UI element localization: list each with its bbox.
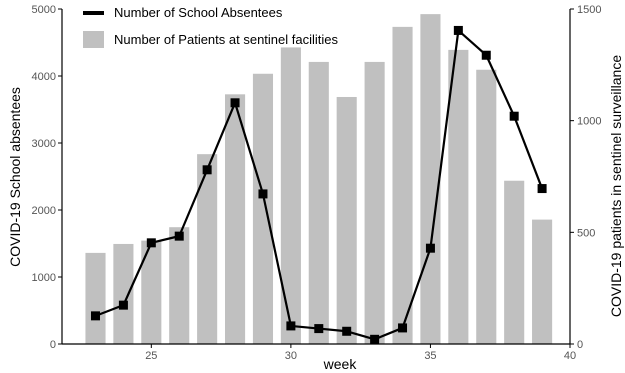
bar-week-32 xyxy=(336,96,357,345)
x-axis-title: week xyxy=(323,356,358,372)
y-left-tick-label: 3000 xyxy=(32,138,56,150)
absentees-point-week-31 xyxy=(314,324,324,334)
bar-week-38 xyxy=(504,180,525,344)
y-right-tick-label: 0 xyxy=(577,339,583,351)
axes xyxy=(58,8,574,348)
tick-labels: 25 30 35 4001000200030004000500005001000150… xyxy=(32,4,602,362)
bar-week-26 xyxy=(169,227,190,344)
legend: Number of School Absentees Number of Pat… xyxy=(83,5,338,48)
bar-week-35 xyxy=(420,14,441,344)
bar-week-25 xyxy=(141,240,162,344)
absentees-point-week-23 xyxy=(90,311,100,321)
absentees-point-week-36 xyxy=(453,25,463,35)
line-series xyxy=(90,25,547,344)
y-right-tick-label: 500 xyxy=(577,227,595,239)
absentees-point-week-38 xyxy=(509,111,519,121)
absentees-point-week-30 xyxy=(286,321,296,331)
absentees-point-week-28 xyxy=(230,98,240,108)
y-axis-left-title: COVID-19 School absentees xyxy=(7,87,23,267)
y-axis-right-title: COVID-19 patients in sentinel surveillan… xyxy=(608,55,624,317)
y-right-tick-label: 1000 xyxy=(577,116,601,128)
bar-week-34 xyxy=(392,26,413,345)
axis-titles: week COVID-19 School absentees COVID-19 … xyxy=(7,55,624,372)
bar-week-33 xyxy=(364,61,385,345)
y-right-tick-label: 1500 xyxy=(577,4,601,16)
bar-week-39 xyxy=(532,219,553,344)
legend-label-sentinel-patients: Number of Patients at sentinel facilitie… xyxy=(114,32,338,47)
y-left-tick-label: 5000 xyxy=(32,4,56,16)
absentees-point-week-35 xyxy=(425,243,435,253)
absentees-point-week-34 xyxy=(398,323,408,333)
y-left-tick-label: 1000 xyxy=(32,272,56,284)
legend-line-swatch xyxy=(83,11,104,15)
absentees-point-week-29 xyxy=(258,189,268,199)
bar-week-30 xyxy=(280,47,301,344)
absentees-point-week-27 xyxy=(202,165,212,175)
absentees-point-week-25 xyxy=(146,238,156,248)
bar-week-28 xyxy=(225,94,246,344)
bar-week-36 xyxy=(448,49,469,345)
absentees-point-week-32 xyxy=(342,326,352,336)
bar-week-37 xyxy=(476,69,497,344)
y-left-tick-label: 4000 xyxy=(32,71,56,83)
legend-label-school-absentees: Number of School Absentees xyxy=(114,5,283,20)
bar-week-24 xyxy=(113,243,134,344)
bar-series xyxy=(85,14,553,345)
y-left-tick-label: 2000 xyxy=(32,205,56,217)
y-left-tick-label: 0 xyxy=(50,339,56,351)
bar-week-31 xyxy=(308,61,329,345)
x-tick-label: 40 xyxy=(564,350,576,362)
absentees-point-week-24 xyxy=(118,300,128,310)
absentees-point-week-39 xyxy=(537,184,547,194)
x-tick-label: 30 xyxy=(285,350,297,362)
x-tick-label: 25 xyxy=(145,350,157,362)
absentees-point-week-26 xyxy=(174,231,184,241)
bar-week-29 xyxy=(252,73,274,345)
x-tick-label: 35 xyxy=(424,350,436,362)
bar-week-23 xyxy=(85,252,106,344)
legend-bar-swatch xyxy=(83,31,104,48)
absentees-point-week-37 xyxy=(481,50,491,60)
bar-week-27 xyxy=(197,154,218,344)
absentees-point-week-33 xyxy=(370,334,380,344)
